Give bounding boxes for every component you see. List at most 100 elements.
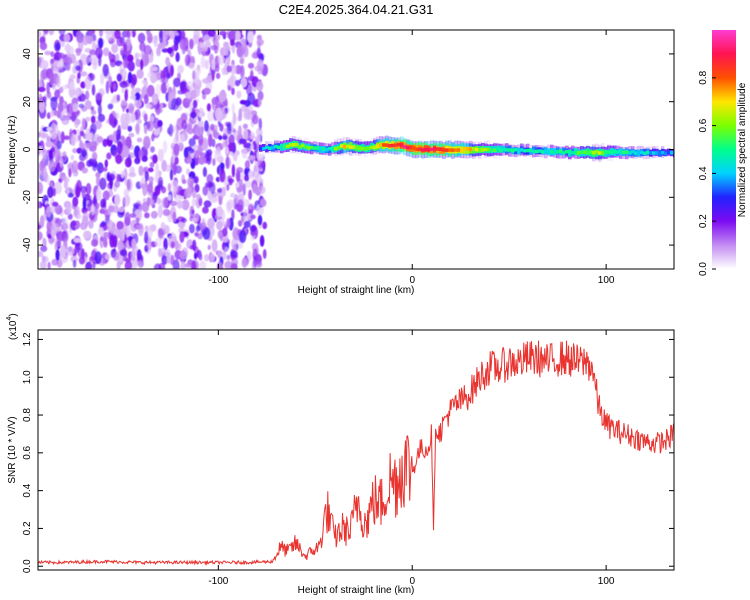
noise-blob bbox=[172, 211, 177, 223]
noise-blob bbox=[129, 95, 136, 100]
noise-blob bbox=[256, 253, 262, 263]
noise-blob bbox=[46, 127, 53, 132]
noise-blob bbox=[174, 35, 181, 41]
noise-blob bbox=[259, 185, 266, 195]
noise-blob bbox=[48, 149, 53, 159]
noise-blob bbox=[109, 176, 114, 190]
noise-blob bbox=[251, 114, 259, 125]
noise-blob bbox=[70, 221, 77, 227]
noise-blob bbox=[262, 249, 267, 259]
noise-blob bbox=[226, 65, 233, 73]
y-scale-text: (x104) bbox=[6, 313, 19, 340]
noise-blob bbox=[143, 113, 148, 123]
noise-blob bbox=[235, 30, 241, 41]
noise-blob bbox=[115, 112, 120, 120]
noise-blob bbox=[203, 200, 212, 208]
noise-blob bbox=[58, 52, 65, 59]
noise-blob bbox=[194, 232, 199, 237]
noise-blob bbox=[146, 241, 152, 251]
noise-blob bbox=[238, 241, 244, 249]
noise-blob bbox=[212, 128, 218, 137]
noise-blob bbox=[81, 149, 87, 158]
ridge-cell bbox=[415, 147, 419, 151]
noise-blob bbox=[90, 115, 96, 124]
noise-blob bbox=[170, 64, 174, 77]
noise-blob bbox=[247, 203, 254, 214]
noise-blob bbox=[89, 54, 98, 64]
noise-blob bbox=[241, 149, 248, 159]
noise-blob bbox=[188, 62, 195, 70]
noise-blob bbox=[78, 103, 85, 109]
noise-blob bbox=[61, 116, 70, 126]
ridge-cell bbox=[280, 144, 284, 148]
bottom-x-axis-label: Height of straight line (km) bbox=[298, 585, 415, 596]
noise-blob bbox=[40, 60, 49, 70]
noise-blob bbox=[60, 254, 69, 264]
ridge-cell bbox=[529, 148, 533, 152]
noise-blob bbox=[129, 213, 137, 219]
noise-blob bbox=[82, 220, 87, 229]
noise-blob bbox=[95, 205, 99, 216]
ridge-cell bbox=[406, 145, 410, 150]
ridge-cell bbox=[544, 149, 548, 154]
noise-blob bbox=[231, 102, 235, 115]
noise-blob bbox=[241, 38, 247, 50]
noise-blob bbox=[180, 30, 186, 41]
noise-blob bbox=[120, 113, 127, 127]
noise-blob bbox=[167, 194, 172, 201]
noise-blob bbox=[121, 145, 130, 158]
noise-blob bbox=[218, 90, 227, 102]
noise-blob bbox=[121, 99, 126, 106]
signal-ridge bbox=[259, 135, 674, 162]
noise-blob bbox=[147, 167, 154, 173]
ridge-cell bbox=[613, 149, 617, 154]
noise-blob bbox=[242, 123, 248, 129]
ridge-cell bbox=[376, 144, 380, 148]
noise-blob bbox=[71, 160, 79, 174]
noise-blob bbox=[248, 135, 256, 140]
noise-blob bbox=[38, 100, 45, 113]
noise-blob bbox=[81, 186, 86, 199]
noise-blob bbox=[246, 82, 253, 96]
ridge-cell bbox=[313, 146, 317, 150]
noise-blob bbox=[51, 258, 59, 266]
noise-blob bbox=[64, 56, 73, 65]
noise-blob bbox=[52, 83, 57, 91]
noise-blob bbox=[108, 75, 113, 89]
noise-blob bbox=[188, 148, 195, 154]
noise-blob bbox=[72, 103, 79, 113]
noise-blob bbox=[141, 201, 150, 213]
y-tick-label: 20 bbox=[22, 96, 33, 108]
noise-blob bbox=[231, 87, 235, 96]
colorbar-tick-label: 0.2 bbox=[698, 214, 709, 228]
noise-blob bbox=[250, 214, 256, 220]
noise-blob bbox=[207, 217, 215, 229]
noise-blob bbox=[97, 37, 104, 49]
ridge-cell bbox=[310, 145, 314, 150]
noise-blob bbox=[170, 241, 175, 249]
noise-blob bbox=[82, 230, 91, 239]
noise-blob bbox=[204, 120, 209, 132]
noise-blob bbox=[121, 69, 127, 79]
noise-blob bbox=[210, 123, 215, 131]
ridge-cell bbox=[565, 149, 569, 154]
ridge-cell bbox=[490, 148, 494, 153]
noise-blob bbox=[222, 135, 228, 140]
ridge-cell bbox=[637, 151, 641, 155]
noise-blob bbox=[228, 180, 233, 186]
ridge-cell bbox=[466, 147, 470, 151]
noise-blob bbox=[38, 131, 41, 138]
ridge-cell bbox=[625, 150, 629, 154]
noise-blob bbox=[110, 225, 116, 234]
noise-blob bbox=[173, 77, 181, 88]
noise-blob bbox=[161, 247, 166, 255]
noise-blob bbox=[220, 162, 225, 171]
noise-blob bbox=[101, 220, 106, 227]
ridge-cell bbox=[520, 148, 524, 152]
ridge-cell bbox=[667, 150, 671, 154]
ridge-cell bbox=[457, 148, 461, 152]
noise-blob bbox=[221, 142, 227, 148]
noise-blob bbox=[170, 98, 179, 111]
noise-blob bbox=[50, 58, 55, 64]
ridge-cell bbox=[358, 146, 362, 150]
